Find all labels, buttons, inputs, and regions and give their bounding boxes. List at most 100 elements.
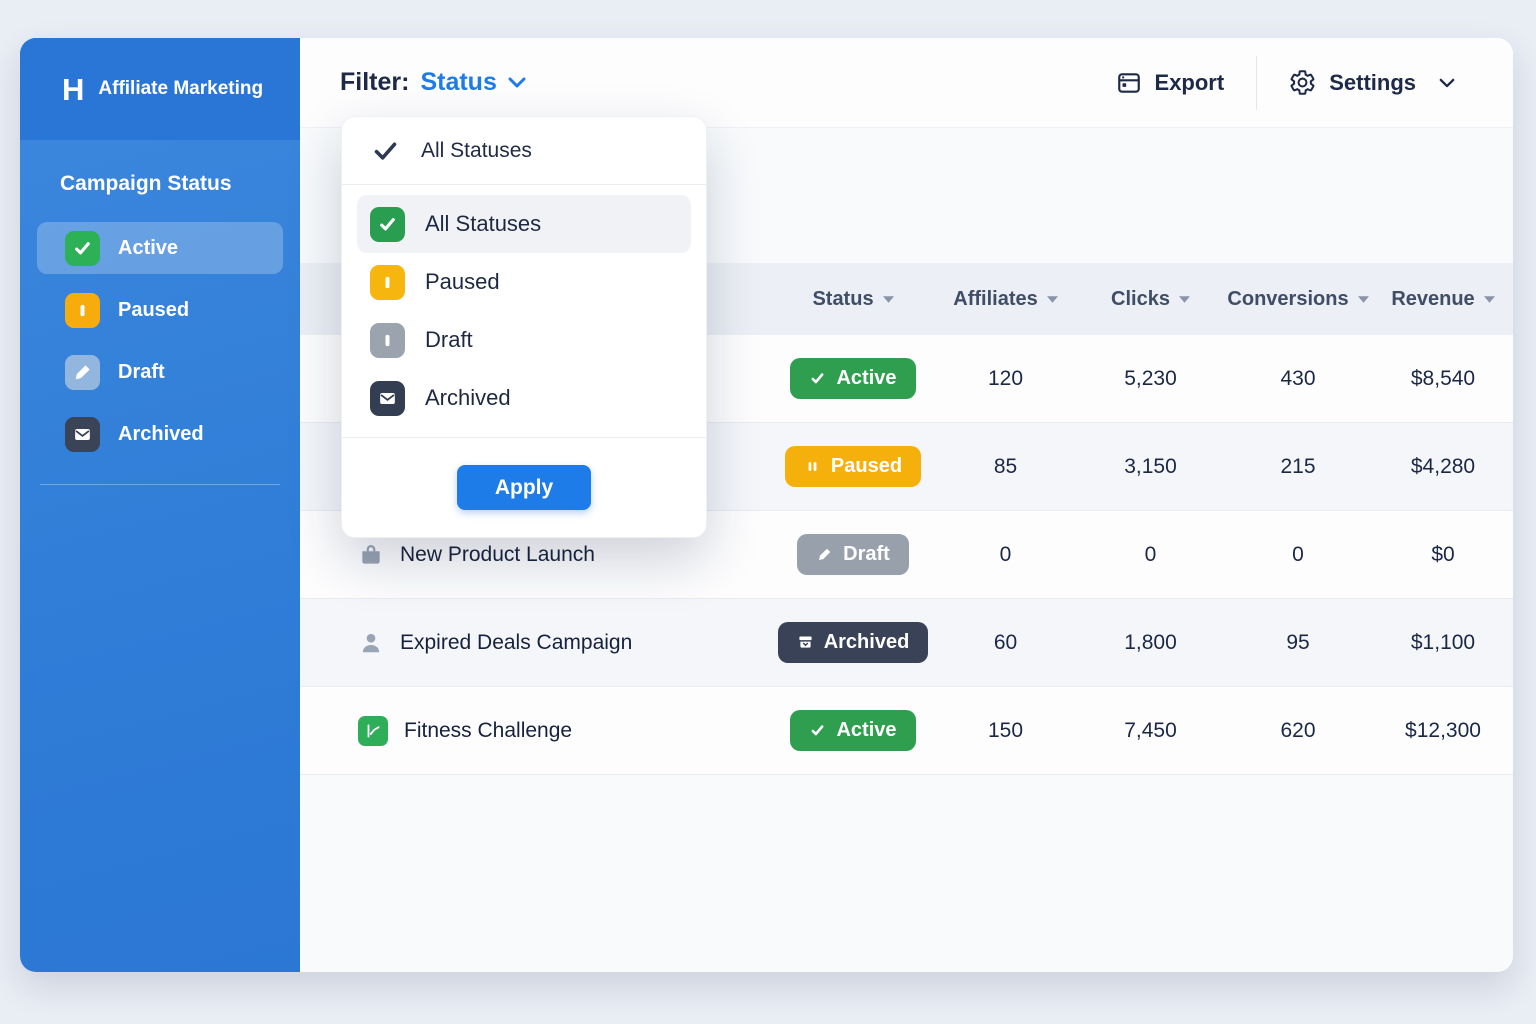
affiliates-cell: 85 — [993, 454, 1018, 478]
check-icon — [65, 230, 100, 266]
column-header-status[interactable]: Status — [773, 288, 933, 311]
status-badge-label: Active — [836, 367, 897, 389]
status-cell: Paused — [773, 446, 933, 487]
sort-caret-icon — [1483, 295, 1495, 303]
sidebar-item-label: Active — [118, 236, 179, 259]
chevron-down-icon — [508, 77, 526, 88]
status-badge: Archived — [777, 622, 929, 663]
sort-caret-icon — [1178, 295, 1190, 303]
sidebar-item-label: Draft — [118, 360, 165, 383]
status-option-draft[interactable]: Draft — [357, 311, 691, 369]
status-badge: Draft — [797, 534, 909, 575]
column-header-revenue[interactable]: Revenue — [1373, 288, 1513, 311]
sort-caret-icon — [1357, 295, 1369, 303]
sidebar-heading: Campaign Status — [60, 172, 232, 195]
column-label: Revenue — [1391, 287, 1475, 310]
status-cell: Active — [773, 358, 933, 399]
sort-caret-icon — [1046, 295, 1058, 303]
status-badge: Active — [790, 358, 916, 399]
status-badge-label: Active — [836, 719, 897, 741]
settings-button[interactable]: Settings — [1289, 69, 1455, 96]
export-button[interactable]: Export — [1116, 69, 1225, 96]
chart-icon — [358, 715, 388, 746]
affiliates-cell: 150 — [987, 718, 1024, 742]
conversions-cell: 95 — [1286, 630, 1310, 654]
brand-logo-icon: H — [62, 71, 84, 107]
sidebar-item-label: Archived — [118, 422, 204, 445]
status-badge: Active — [790, 710, 916, 751]
chevron-down-icon — [1439, 78, 1455, 87]
status-cell: Archived — [773, 622, 933, 663]
conversions-cell: 215 — [1280, 454, 1316, 478]
affiliates-cell: 120 — [987, 366, 1024, 390]
table-row[interactable]: Fitness Challenge Active 150 7,450 620 $12,30… — [300, 687, 1513, 775]
column-header-conversions[interactable]: Conversions — [1223, 288, 1373, 311]
sidebar-item-archived[interactable]: Archived — [37, 408, 283, 460]
revenue-cell: $0 — [1431, 542, 1455, 566]
pause-icon — [65, 292, 100, 328]
clicks-cell: 3,150 — [1124, 454, 1177, 478]
revenue-cell: $4,280 — [1410, 454, 1476, 478]
check-icon — [370, 206, 405, 242]
campaign-name-cell: Fitness Challenge — [300, 715, 773, 746]
clicks-cell: 5,230 — [1124, 366, 1177, 390]
status-badge: Paused — [784, 446, 922, 487]
table-row[interactable]: Expired Deals Campaign Archived 60 1,800 95 $… — [300, 599, 1513, 687]
status-option-label: Draft — [425, 327, 473, 352]
status-option-label: Paused — [425, 269, 500, 294]
column-header-affiliates[interactable]: Affiliates — [933, 288, 1078, 311]
apply-button[interactable]: Apply — [457, 465, 591, 510]
dropdown-footer: Apply — [342, 437, 706, 537]
envelope-icon — [65, 416, 100, 452]
envelope-icon — [370, 380, 405, 416]
sidebar-item-label: Paused — [118, 298, 190, 321]
column-label: Conversions — [1227, 287, 1349, 310]
export-icon — [1117, 72, 1140, 93]
filter-value: Status — [420, 68, 497, 96]
status-option-paused[interactable]: Paused — [357, 253, 691, 311]
topbar-actions: Export Settings — [1116, 55, 1455, 110]
status-badge-label: Draft — [843, 543, 890, 565]
status-badge-label: Archived — [823, 631, 910, 653]
sidebar-item-paused[interactable]: Paused — [37, 284, 283, 336]
status-option-label: All Statuses — [425, 211, 542, 236]
brand-name: Affiliate Marketing — [98, 78, 264, 99]
pause-icon — [370, 322, 405, 358]
column-label: Affiliates — [953, 287, 1038, 310]
topbar: Filter: Status Export — [300, 38, 1513, 128]
pause-icon — [370, 264, 405, 300]
briefcase-icon — [358, 542, 384, 568]
revenue-cell: $1,100 — [1410, 630, 1476, 654]
column-label: Clicks — [1111, 287, 1170, 310]
sidebar-item-active[interactable]: Active — [37, 222, 283, 274]
check-icon — [374, 142, 397, 160]
filter-dropdown-trigger[interactable]: Filter: Status — [340, 68, 526, 97]
conversions-cell: 0 — [1292, 542, 1304, 566]
status-filter-popup: All Statuses All Statuses Paused Draft Arch… — [341, 116, 707, 538]
status-option-archived[interactable]: Archived — [357, 369, 691, 427]
campaign-name: Fitness Challenge — [404, 718, 573, 742]
status-cell: Draft — [773, 534, 933, 575]
settings-label: Settings — [1329, 69, 1416, 95]
campaign-name: Expired Deals Campaign — [400, 630, 633, 654]
column-label: Status — [812, 287, 874, 310]
campaign-name: New Product Launch — [400, 542, 595, 566]
pencil-icon — [65, 354, 100, 390]
status-filter-selected[interactable]: All Statuses — [342, 117, 706, 185]
column-header-clicks[interactable]: Clicks — [1078, 288, 1223, 311]
revenue-cell: $8,540 — [1410, 366, 1476, 390]
campaign-name-cell: New Product Launch — [300, 542, 773, 568]
clicks-cell: 1,800 — [1124, 630, 1177, 654]
status-option-all-statuses[interactable]: All Statuses — [357, 195, 691, 253]
conversions-cell: 430 — [1280, 366, 1316, 390]
person-icon — [358, 630, 384, 656]
gear-icon — [1290, 70, 1315, 95]
brand: H Affiliate Marketing — [20, 38, 300, 140]
sidebar: H Affiliate Marketing Campaign Status Ac… — [20, 38, 300, 972]
clicks-cell: 7,450 — [1124, 718, 1177, 742]
affiliates-cell: 60 — [993, 630, 1018, 654]
export-label: Export — [1154, 69, 1225, 95]
sidebar-item-draft[interactable]: Draft — [37, 346, 283, 398]
selected-status-label: All Statuses — [421, 138, 532, 162]
